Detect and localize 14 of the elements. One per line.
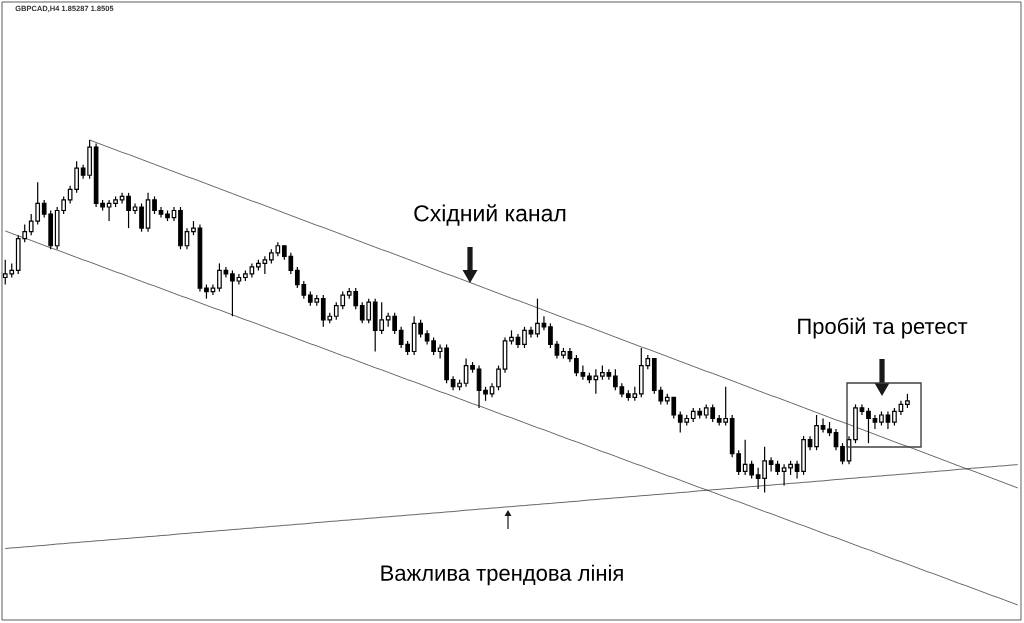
candlestick (106, 199, 112, 222)
annotation: Пробій та ретест (798, 317, 968, 339)
candlestick (859, 403, 865, 416)
candlestick (158, 206, 164, 219)
annotation: Східний канал (414, 204, 566, 226)
candlestick (872, 414, 878, 430)
candlestick (820, 417, 826, 434)
candlestick (119, 192, 125, 205)
text: Важлива трендова лінія (381, 564, 623, 586)
candlestick (223, 266, 229, 279)
candlestick (210, 283, 216, 296)
candlestick (132, 202, 138, 215)
candlestick (885, 410, 891, 430)
candlestick (528, 326, 534, 339)
